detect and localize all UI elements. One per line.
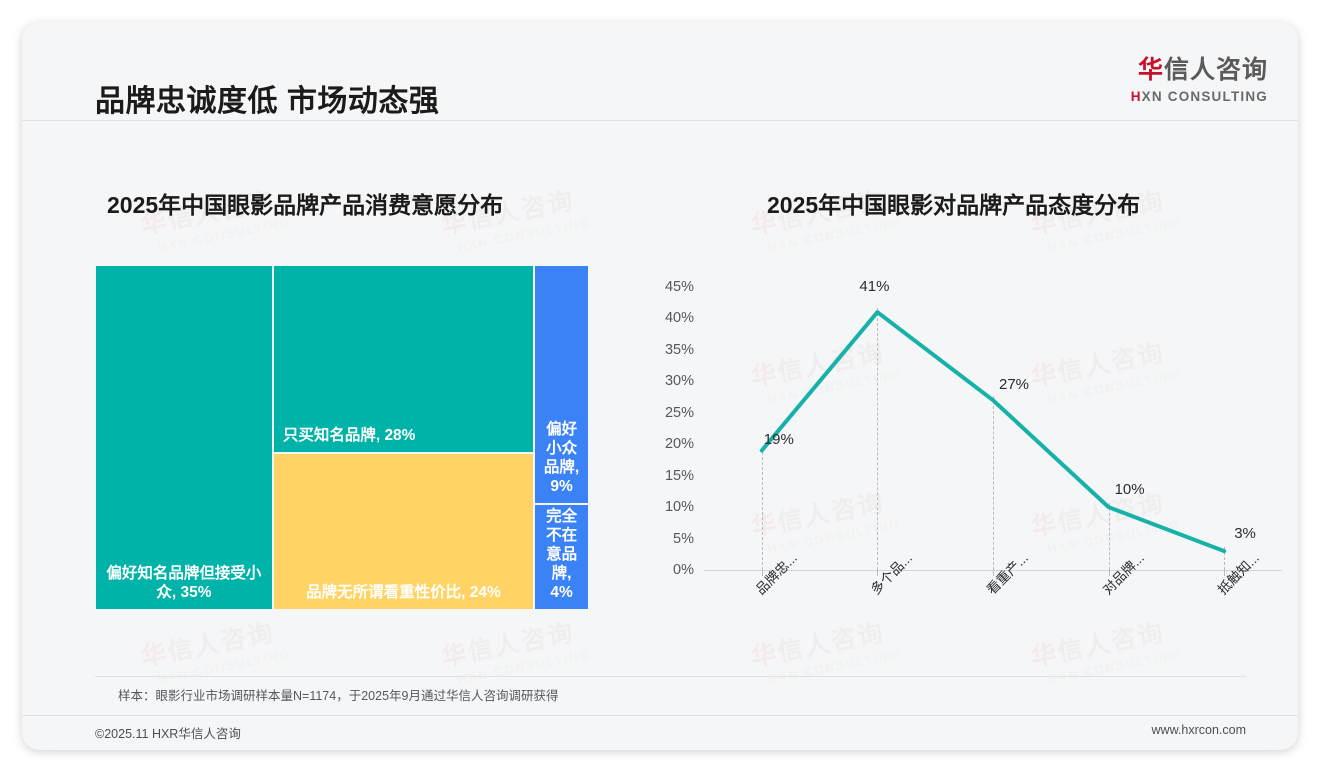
page-title: 品牌忠诚度低 市场动态强 [95,85,440,118]
treemap-cell[interactable]: 偏好小众品牌, 9% [534,265,589,505]
y-axis-tick-label: 0% [673,562,694,578]
y-axis-tick-label: 10% [664,499,694,516]
data-point-label: 19% [763,430,794,448]
line-chart: 0% 5% 10% 15% 20% 25% 30% 35% 40% 45% 19% 41% 27% 10%… [642,265,1282,625]
data-point-label: 10% [1114,481,1145,499]
treemap-cell-label: 完全不在意品牌, 4% [546,508,578,602]
footer-divider [22,715,1298,716]
company-logo: 华信人咨询 HXN CONSULTING [1131,58,1268,104]
x-axis-tick [1224,570,1226,576]
logo-chinese-rest: 信人咨询 [1163,56,1268,84]
treemap-cell[interactable]: 只买知名品牌, 28% [272,265,535,454]
logo-chinese-accent: 华 [1137,56,1164,84]
y-axis-tick-label: 25% [664,404,694,421]
treemap-cell[interactable]: 品牌无所谓看重性价比, 24% [272,453,535,610]
watermark-14: 华信人咨询 HXN CONSULTING [748,618,902,687]
gridline-vertical [761,446,763,570]
y-axis-tick-label: 30% [664,373,694,390]
treemap-cell-label: 只买知名品牌, 28% [282,427,416,445]
treemap-cell-label: 品牌无所谓看重性价比, 24% [306,584,501,602]
y-axis-tick-label: 5% [673,530,694,547]
data-point-label: 41% [859,278,890,296]
line-chart-title: 2025年中国眼影对品牌产品态度分布 [767,192,1141,218]
logo-english: HXN CONSULTING [1131,90,1268,104]
line-series-path [759,310,1227,554]
x-axis-tick [1108,570,1110,576]
plot-area: 19% 41% 27% 10% 3% 品牌忠... 多个品... 看重产... 对品牌... 抵触… [704,265,1282,625]
data-point-label: 27% [999,376,1030,394]
x-axis-tick [761,570,763,576]
treemap-cell-label: 偏好知名品牌但接受小众, 35% [106,565,262,602]
x-axis-tick [993,570,994,576]
website-url[interactable]: www.hxrcon.com [1151,723,1246,737]
logo-english-accent: H [1130,89,1142,104]
y-axis-tick-label: 35% [664,341,694,358]
treemap-cell[interactable]: 完全不在意品牌, 4% [534,504,589,610]
treemap-chart-title: 2025年中国眼影品牌产品消费意愿分布 [107,192,504,218]
gridline-vertical [1224,547,1226,570]
gridline-vertical [877,308,879,570]
y-axis-tick-label: 40% [664,310,694,327]
sample-footnote: 样本：眼影行业市场调研样本量N=1174，于2025年9月通过华信人咨询调研获得 [118,689,559,703]
watermark-12: 华信人咨询 HXN CONSULTING [138,618,292,687]
logo-english-rest: XN CONSULTING [1141,89,1268,104]
watermark-13: 华信人咨询 HXN CONSULTING [438,618,592,687]
y-axis-tick-label: 45% [664,279,694,295]
gridline-vertical [1108,503,1110,570]
treemap-cell-label: 偏好小众品牌, 9% [543,421,580,496]
footnote-divider [95,676,1246,677]
logo-chinese: 华信人咨询 [1131,58,1268,83]
x-axis-tick [877,570,879,576]
header-divider [22,120,1298,121]
data-point-label: 3% [1234,525,1256,543]
y-axis-tick-label: 15% [664,467,694,484]
copyright-text: ©2025.11 HXR华信人咨询 [95,727,241,741]
gridline-vertical [993,396,994,570]
y-axis-tick-label: 20% [664,436,694,453]
treemap-chart: 偏好知名品牌但接受小众, 35% 只买知名品牌, 28% 品牌无所谓看重性价比, 2… [95,265,589,610]
watermark-15: 华信人咨询 HXN CONSULTING [1028,618,1182,687]
treemap-cell[interactable]: 偏好知名品牌但接受小众, 35% [95,265,273,610]
slide-canvas: 品牌忠诚度低 市场动态强 华信人咨询 HXN CONSULTING 华信人咨询 H… [22,22,1298,750]
